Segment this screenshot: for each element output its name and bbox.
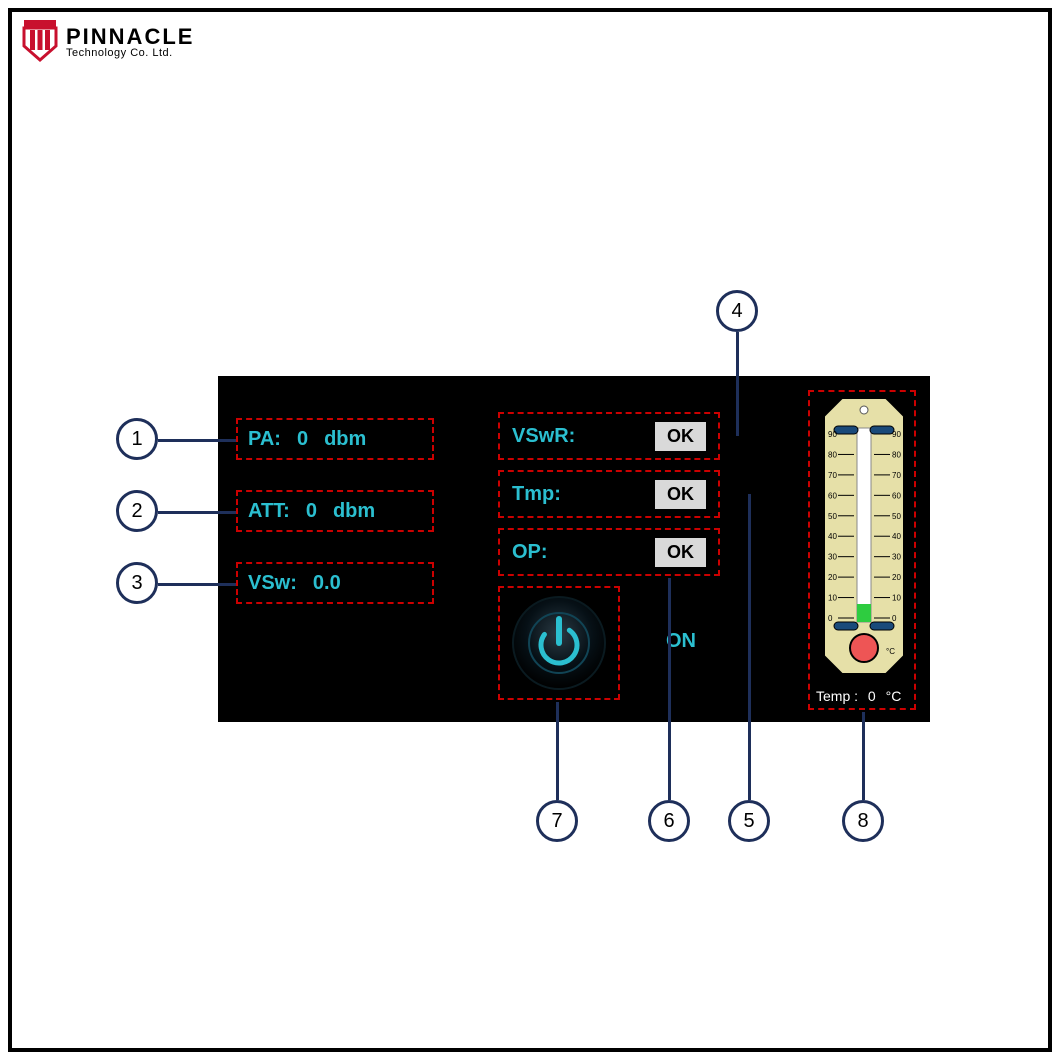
power-button[interactable] — [511, 595, 607, 691]
vswr-label: VSwR: — [512, 425, 575, 448]
callout-7-line — [556, 702, 559, 800]
svg-text:30: 30 — [828, 553, 837, 562]
temp-readout-value: 0 — [868, 688, 876, 704]
att-box: ATT: 0 dbm — [236, 490, 434, 532]
svg-text:80: 80 — [828, 450, 837, 459]
logo-icon — [22, 20, 58, 64]
callout-5-line — [748, 494, 751, 800]
svg-text:0: 0 — [828, 614, 833, 623]
svg-text:30: 30 — [892, 553, 901, 562]
callout-6-line — [668, 578, 671, 800]
callout-1-line — [158, 439, 236, 442]
logo-title: PINNACLE — [66, 26, 194, 48]
power-box — [498, 586, 620, 700]
svg-text:90: 90 — [828, 430, 837, 439]
svg-text:10: 10 — [892, 594, 901, 603]
svg-text:10: 10 — [828, 594, 837, 603]
pa-box: PA: 0 dbm — [236, 418, 434, 460]
op-status-button[interactable]: OK — [655, 538, 706, 567]
op-label: OP: — [512, 541, 548, 564]
callout-8: 8 — [842, 800, 884, 842]
vsw-label: VSw: — [248, 572, 297, 595]
att-unit: dbm — [333, 500, 375, 523]
svg-text:20: 20 — [892, 573, 901, 582]
callout-6: 6 — [648, 800, 690, 842]
tmp-box: Tmp: OK — [498, 470, 720, 518]
svg-text:80: 80 — [892, 450, 901, 459]
callout-4-line — [736, 332, 739, 436]
tmp-status-button[interactable]: OK — [655, 480, 706, 509]
op-box: OP: OK — [498, 528, 720, 576]
att-value: 0 — [306, 500, 317, 523]
svg-text:0: 0 — [892, 614, 897, 623]
temp-readout: Temp : 0 °C — [816, 688, 901, 704]
tmp-label: Tmp: — [512, 483, 561, 506]
svg-text:50: 50 — [892, 512, 901, 521]
company-logo: PINNACLE Technology Co. Ltd. — [22, 20, 194, 64]
vsw-box: VSw: 0.0 — [236, 562, 434, 604]
vswr-status-button[interactable]: OK — [655, 422, 706, 451]
callout-2-line — [158, 511, 236, 514]
callout-2: 2 — [116, 490, 158, 532]
callout-4: 4 — [716, 290, 758, 332]
callout-1: 1 — [116, 418, 158, 460]
svg-text:70: 70 — [892, 471, 901, 480]
callout-8-line — [862, 712, 865, 800]
thermometer-icon: °C 0 0 10 10 20 20 30 30 40 40 50 50 60 60 70 70 80 80 90 9… — [824, 398, 904, 674]
svg-text:°C: °C — [886, 647, 895, 656]
temp-readout-label: Temp : — [816, 688, 858, 704]
svg-text:40: 40 — [892, 532, 901, 541]
vsw-value: 0.0 — [313, 572, 341, 595]
temp-readout-unit: °C — [886, 688, 902, 704]
vswr-box: VSwR: OK — [498, 412, 720, 460]
svg-text:60: 60 — [892, 491, 901, 500]
logo-subtitle: Technology Co. Ltd. — [66, 48, 194, 59]
callout-7: 7 — [536, 800, 578, 842]
svg-text:60: 60 — [828, 491, 837, 500]
callout-5: 5 — [728, 800, 770, 842]
svg-text:40: 40 — [828, 532, 837, 541]
svg-text:50: 50 — [828, 512, 837, 521]
pa-label: PA: — [248, 428, 281, 451]
svg-text:20: 20 — [828, 573, 837, 582]
pa-value: 0 — [297, 428, 308, 451]
callout-3: 3 — [116, 562, 158, 604]
att-label: ATT: — [248, 500, 290, 523]
callout-3-line — [158, 583, 236, 586]
thermometer-box: °C 0 0 10 10 20 20 30 30 40 40 50 50 60 60 70 70 80 80 90 9… — [808, 390, 916, 710]
svg-text:70: 70 — [828, 471, 837, 480]
pa-unit: dbm — [324, 428, 366, 451]
svg-text:90: 90 — [892, 430, 901, 439]
control-panel: PA: 0 dbm ATT: 0 dbm VSw: 0.0 VSwR: OK T… — [218, 376, 930, 722]
